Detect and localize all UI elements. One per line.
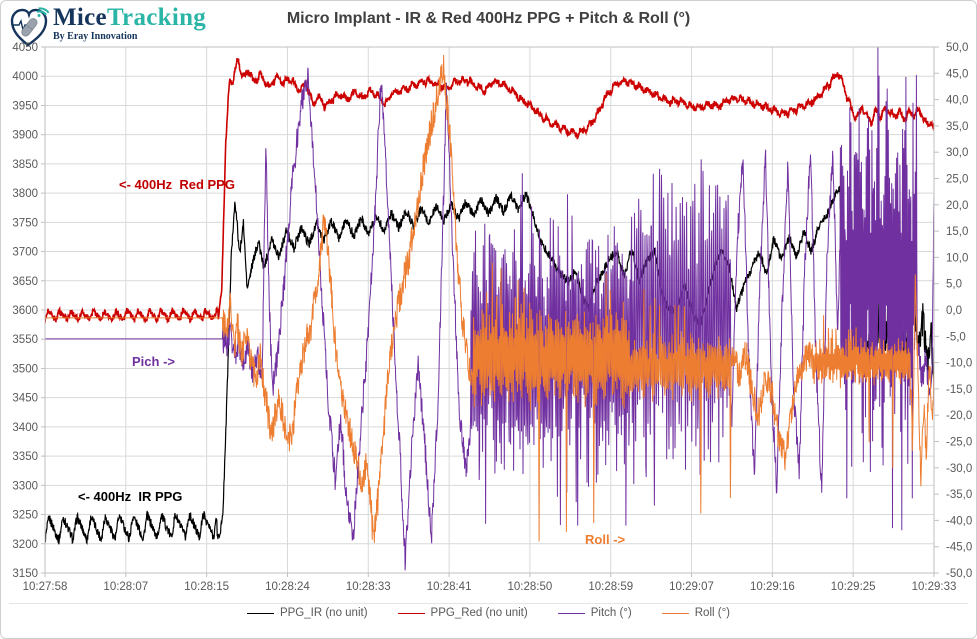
svg-text:10:28:50: 10:28:50 [508,581,553,593]
svg-text:10,0: 10,0 [946,252,968,264]
legend-swatch [557,612,585,614]
svg-text:3300: 3300 [12,480,38,492]
legend-swatch [661,612,689,614]
svg-text:50,0: 50,0 [946,42,968,54]
legend-swatch [397,612,425,614]
svg-text:3500: 3500 [12,363,38,375]
svg-text:40,0: 40,0 [946,95,968,107]
svg-text:10:28:15: 10:28:15 [184,581,229,593]
svg-text:3850: 3850 [12,159,38,171]
legend-label: Roll (°) [694,607,731,619]
svg-text:30,0: 30,0 [946,147,968,159]
legend-label: PPG_IR (no unit) [279,607,368,619]
series-ppg_red [45,58,934,325]
svg-text:-40,0: -40,0 [946,515,972,527]
annotation-red-ppg: <- 400Hz Red PPG [119,177,235,192]
svg-text:3400: 3400 [12,422,38,434]
series-ppg_ir [45,185,934,545]
chart-title: Micro Implant - IR & Red 400Hz PPG + Pit… [286,10,691,27]
svg-text:-50,0: -50,0 [946,568,972,580]
svg-text:10:29:16: 10:29:16 [750,581,795,593]
svg-text:3450: 3450 [12,393,38,405]
svg-text:35,0: 35,0 [946,121,968,133]
svg-text:10:27:58: 10:27:58 [23,581,68,593]
svg-text:10:29:25: 10:29:25 [831,581,876,593]
svg-text:3250: 3250 [12,510,38,522]
brand-tagline: By Eray Innovation [53,31,138,42]
svg-text:10:28:59: 10:28:59 [588,581,633,593]
legend-item: Pitch (°) [557,607,632,619]
brand-name-tracking: Tracking [106,4,207,31]
annotation-pitch: Pich -> [132,354,175,369]
svg-text:-15,0: -15,0 [946,384,972,396]
svg-text:-20,0: -20,0 [946,410,972,422]
svg-text:-30,0: -30,0 [946,463,972,475]
svg-text:3600: 3600 [12,305,38,317]
chart-legend: PPG_IR (no unit) PPG_Red (no unit) Pitch (… [1,607,976,619]
svg-text:5,0: 5,0 [946,279,962,291]
heart-pill-wifi-icon [10,7,49,47]
legend-item: PPG_Red (no unit) [397,607,528,619]
svg-text:-45,0: -45,0 [946,542,972,554]
svg-text:-25,0: -25,0 [946,437,972,449]
svg-text:3550: 3550 [12,334,38,346]
legend-item: Roll (°) [661,607,731,619]
svg-text:0,0: 0,0 [946,305,962,317]
svg-text:4000: 4000 [12,71,38,83]
svg-text:45,0: 45,0 [946,68,968,80]
legend-swatch [246,612,274,614]
svg-text:25,0: 25,0 [946,174,968,186]
svg-text:3650: 3650 [12,276,38,288]
svg-text:15,0: 15,0 [946,226,968,238]
svg-text:3750: 3750 [12,217,38,229]
series-roll [45,54,934,543]
svg-text:-5,0: -5,0 [946,331,966,343]
svg-text:10:29:07: 10:29:07 [669,581,714,593]
brand-name-mice: Mice [53,4,107,31]
svg-text:3800: 3800 [12,188,38,200]
legend-item: PPG_IR (no unit) [246,607,368,619]
svg-text:3200: 3200 [12,539,38,551]
svg-text:10:29:33: 10:29:33 [912,581,957,593]
svg-text:-35,0: -35,0 [946,489,972,501]
svg-text:3900: 3900 [12,130,38,142]
legend-label: PPG_Red (no unit) [430,607,528,619]
annotation-roll: Roll -> [585,532,626,547]
svg-text:3150: 3150 [12,568,38,580]
brand-name: MiceTracking [53,5,206,31]
svg-text:3950: 3950 [12,100,38,112]
svg-text:10:28:07: 10:28:07 [103,581,148,593]
legend-separator [9,603,968,604]
svg-text:10:28:24: 10:28:24 [265,581,310,593]
series-pitch [45,47,934,571]
annotation-ir-ppg: <- 400Hz IR PPG [78,489,183,504]
legend-label: Pitch (°) [590,607,632,619]
svg-text:3700: 3700 [12,247,38,259]
svg-text:-10,0: -10,0 [946,358,972,370]
svg-text:10:28:33: 10:28:33 [346,581,391,593]
svg-text:4050: 4050 [12,42,38,54]
svg-text:20,0: 20,0 [946,200,968,212]
svg-text:3350: 3350 [12,451,38,463]
svg-text:10:28:41: 10:28:41 [427,581,472,593]
brand-logo: MiceTracking By Eray Innovation [9,5,206,49]
